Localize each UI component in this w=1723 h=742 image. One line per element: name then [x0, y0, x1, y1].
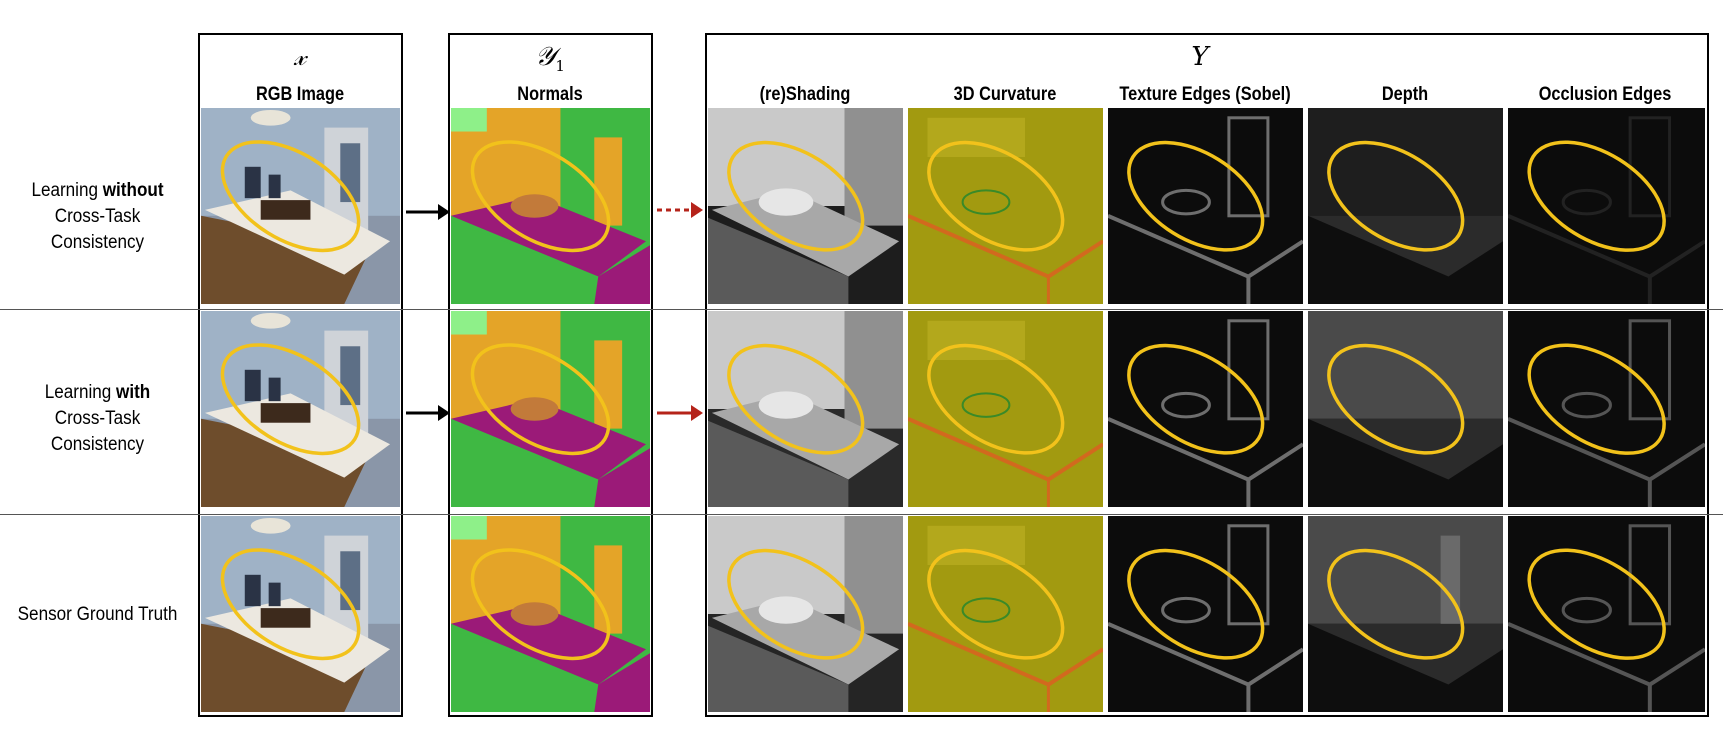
tile-normals-image [451, 516, 650, 712]
tile-rgb-with [201, 311, 400, 507]
tile-curvature-ground-truth [908, 516, 1103, 712]
tile-normals-image [451, 311, 650, 507]
tile-normals-with [451, 311, 650, 507]
row-label-with: Learning with Cross-Task Consistency [44, 382, 151, 455]
tile-depth-image [1308, 108, 1503, 304]
row-label-without: Learning without Cross-Task Consistency [31, 180, 164, 253]
tile-texture-image [1108, 311, 1303, 507]
tile-curvature-image [908, 311, 1103, 507]
tile-shading-ground-truth [708, 516, 903, 712]
tile-occlusion-image [1508, 311, 1705, 507]
tile-shading-image [708, 516, 903, 712]
tile-rgb-image [201, 108, 400, 304]
tile-occlusion-image [1508, 516, 1705, 712]
tile-occlusion-with [1508, 311, 1705, 507]
tile-rgb-ground-truth [201, 516, 400, 712]
arrow-input-to-normals-row2 [406, 405, 450, 421]
tile-rgb-image [201, 516, 400, 712]
tile-occlusion-without [1508, 108, 1705, 304]
row-separator-1 [0, 309, 1723, 310]
tile-texture-without [1108, 108, 1303, 304]
normals-header: Normals [517, 84, 583, 105]
target-header-depth: Depth [1381, 84, 1429, 105]
normals-symbol: 𝒴1 [515, 42, 585, 81]
normals-column-frame [448, 33, 653, 717]
tile-normals-ground-truth [451, 516, 650, 712]
tile-texture-ground-truth [1108, 516, 1303, 712]
target-header-occlusion-edges: Occlusion Edges [1538, 84, 1672, 105]
tile-depth-with [1308, 311, 1503, 507]
tile-shading-image [708, 311, 903, 507]
arrow-input-to-normals-row1 [406, 204, 450, 220]
tile-normals-image [451, 108, 650, 304]
row-separator-2 [0, 514, 1723, 515]
tile-occlusion-ground-truth [1508, 516, 1705, 712]
tile-rgb-without [201, 108, 400, 304]
target-header-texture-edges: Texture Edges (Sobel) [1119, 84, 1291, 105]
tile-occlusion-image [1508, 108, 1705, 304]
input-column-frame [198, 33, 403, 717]
normals-symbol-subscript: 1 [555, 57, 565, 76]
tile-curvature-with [908, 311, 1103, 507]
tile-curvature-image [908, 108, 1103, 304]
input-header: RGB Image [255, 84, 345, 105]
tile-shading-with [708, 311, 903, 507]
arrow-normals-to-targets-dotted [657, 202, 703, 218]
tile-texture-with [1108, 311, 1303, 507]
tile-texture-image [1108, 108, 1303, 304]
row-label-ground-truth: Sensor Ground Truth [17, 604, 178, 625]
targets-column-frame [705, 33, 1709, 717]
tile-depth-image [1308, 516, 1503, 712]
targets-symbol: Y [1191, 42, 1209, 72]
tile-depth-ground-truth [1308, 516, 1503, 712]
target-header-shading: (re)Shading [759, 84, 851, 105]
tile-normals-without [451, 108, 650, 304]
normals-symbol-main: 𝒴 [535, 42, 556, 72]
tile-rgb-image [201, 311, 400, 507]
target-header-curvature: 3D Curvature [953, 84, 1057, 105]
tile-curvature-without [908, 108, 1103, 304]
tile-shading-without [708, 108, 903, 304]
tile-curvature-image [908, 516, 1103, 712]
tile-depth-without [1308, 108, 1503, 304]
input-symbol: 𝓍 [293, 42, 307, 72]
arrow-normals-to-targets-solid [657, 405, 703, 421]
tile-depth-image [1308, 311, 1503, 507]
tile-shading-image [708, 108, 903, 304]
tile-texture-image [1108, 516, 1303, 712]
